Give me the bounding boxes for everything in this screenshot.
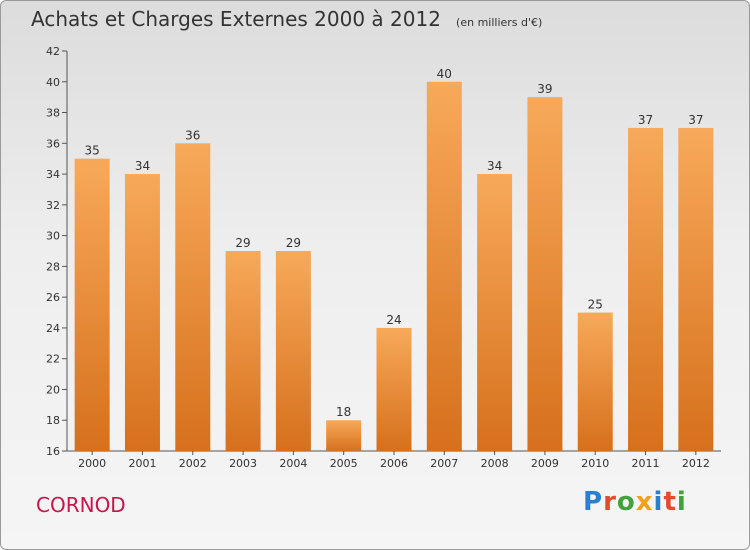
logo-letter: i <box>653 487 664 517</box>
y-tick-label: 36 <box>46 137 60 150</box>
bar <box>628 127 664 451</box>
y-tick-label: 22 <box>46 353 60 366</box>
proxiti-logo: Proxiti <box>583 487 687 517</box>
y-tick-label: 26 <box>46 291 60 304</box>
chart-title: Achats et Charges Externes 2000 à 2012 <box>31 7 441 31</box>
y-tick-label: 34 <box>46 168 60 181</box>
x-tick-label: 2008 <box>481 457 509 470</box>
x-tick-label: 2006 <box>380 457 408 470</box>
bar <box>175 143 211 452</box>
x-tick-label: 2004 <box>279 457 307 470</box>
bar <box>577 312 613 451</box>
x-tick-label: 2003 <box>229 457 257 470</box>
y-tick-label: 42 <box>46 45 60 58</box>
y-tick-label: 20 <box>46 383 60 396</box>
data-label: 37 <box>638 113 653 127</box>
y-tick-label: 32 <box>46 199 60 212</box>
data-label: 29 <box>235 236 250 250</box>
y-tick-label: 18 <box>46 414 60 427</box>
y-tick-label: 40 <box>46 76 60 89</box>
bar <box>376 327 412 451</box>
bar <box>527 97 563 452</box>
logo-letter: P <box>583 487 604 517</box>
bar <box>124 174 160 452</box>
x-tick-label: 2009 <box>531 457 559 470</box>
y-tick-label: 28 <box>46 260 60 273</box>
data-label: 39 <box>537 82 552 96</box>
data-label: 40 <box>437 67 452 81</box>
logo-letter: o <box>616 487 636 517</box>
data-label: 18 <box>336 405 351 419</box>
logo-letter: x <box>635 487 654 517</box>
y-tick-label: 24 <box>46 322 60 335</box>
bar <box>678 127 714 451</box>
data-label: 34 <box>487 159 502 173</box>
y-tick-label: 30 <box>46 230 60 243</box>
bar <box>426 81 462 452</box>
data-label: 36 <box>185 128 200 142</box>
x-tick-label: 2010 <box>581 457 609 470</box>
data-label: 29 <box>286 236 301 250</box>
x-tick-label: 2002 <box>179 457 207 470</box>
bar <box>225 251 261 451</box>
y-tick-label: 38 <box>46 107 60 120</box>
x-tick-label: 2011 <box>632 457 660 470</box>
x-tick-label: 2005 <box>330 457 358 470</box>
x-tick-label: 2001 <box>128 457 156 470</box>
data-label: 24 <box>386 313 401 327</box>
chart-subtitle: (en milliers d'€) <box>456 16 543 29</box>
logo-letter: r <box>603 487 617 517</box>
bar <box>477 174 513 452</box>
title-row: Achats et Charges Externes 2000 à 2012 (… <box>31 7 542 31</box>
x-tick-label: 2012 <box>682 457 710 470</box>
x-tick-label: 2000 <box>78 457 106 470</box>
town-name: CORNOD <box>36 493 126 517</box>
data-label: 34 <box>135 159 150 173</box>
data-label: 35 <box>85 144 100 158</box>
y-tick-label: 16 <box>46 445 60 458</box>
x-tick-label: 2007 <box>430 457 458 470</box>
logo-letter: t <box>663 487 677 517</box>
data-label: 37 <box>688 113 703 127</box>
bar <box>326 420 362 451</box>
bar-chart: 16 18 20 22 24 26 28 30 32 34 36 38 40 42 2000 2001 2002… <box>46 45 721 470</box>
logo-letter: i <box>676 487 687 517</box>
bar <box>275 251 311 451</box>
bar <box>74 158 110 451</box>
data-label: 25 <box>588 298 603 312</box>
